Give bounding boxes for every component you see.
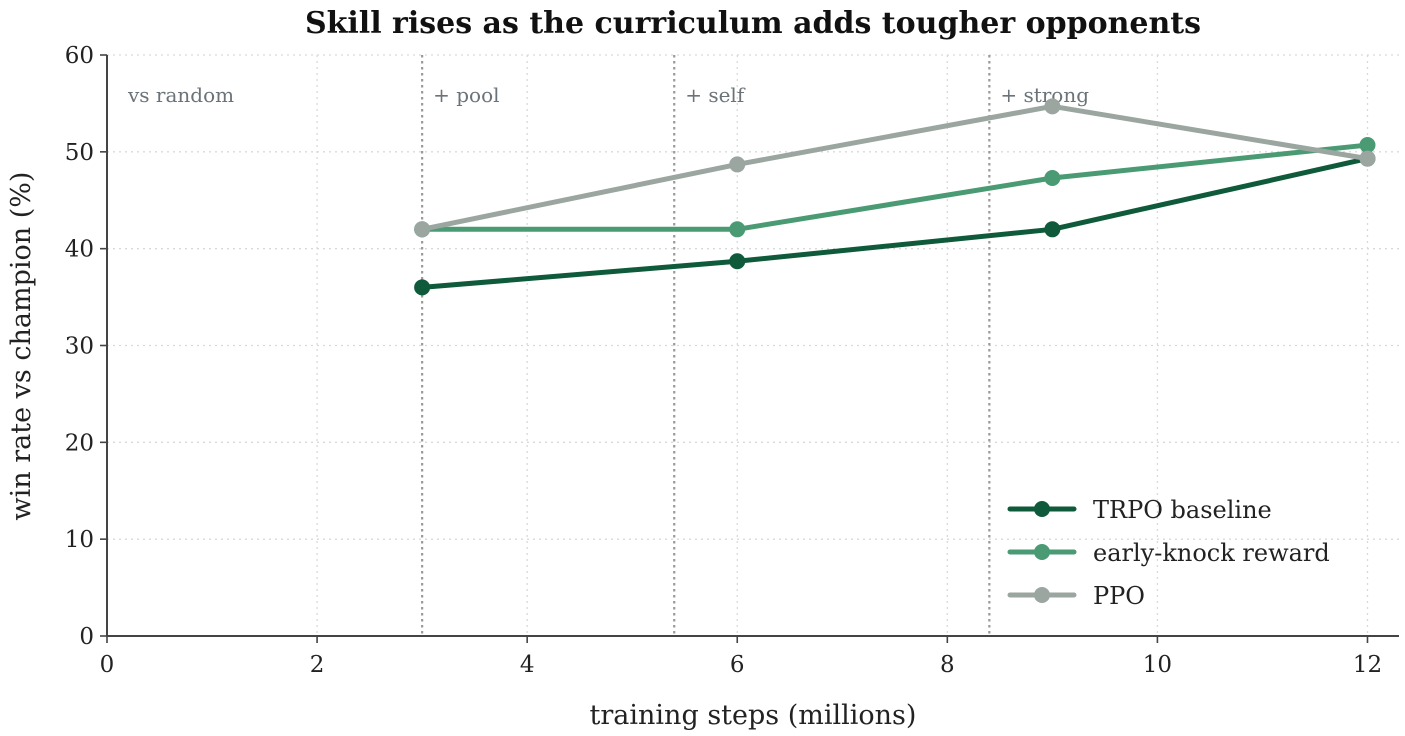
x-tick-label: 8 — [940, 652, 955, 678]
data-point — [1044, 98, 1061, 115]
data-point — [1359, 137, 1376, 154]
legend-swatch-marker — [1034, 544, 1050, 560]
series-line — [419, 142, 1370, 232]
data-point — [414, 221, 431, 238]
legend: TRPO baseline early-knock reward PPO — [1007, 496, 1330, 610]
series-line — [419, 103, 1370, 232]
y-tick-label: 30 — [65, 334, 94, 360]
chart-title: Skill rises as the curriculum adds tough… — [305, 6, 1201, 41]
ticks: 0 2 4 6 8 10 12 0 10 20 30 40 50 60 — [65, 43, 1382, 678]
legend-label: early-knock reward — [1093, 539, 1330, 567]
data-point — [729, 156, 746, 173]
x-tick-label: 12 — [1353, 652, 1382, 678]
legend-label: TRPO baseline — [1093, 496, 1272, 524]
legend-swatch-marker — [1034, 501, 1050, 517]
y-tick-label: 0 — [79, 624, 94, 650]
data-point — [729, 221, 746, 238]
x-tick-label: 6 — [730, 652, 745, 678]
y-tick-label: 10 — [65, 527, 94, 553]
y-tick-label: 40 — [65, 237, 94, 263]
y-axis-label: win rate vs champion (%) — [6, 172, 37, 521]
x-axis-label: training steps (millions) — [590, 700, 917, 731]
x-tick-label: 2 — [310, 652, 325, 678]
legend-swatch-marker — [1034, 587, 1050, 603]
x-tick-label: 4 — [520, 652, 535, 678]
data-point — [1359, 150, 1376, 167]
legend-label: PPO — [1093, 582, 1145, 610]
data-point — [414, 279, 431, 296]
x-tick-label: 10 — [1143, 652, 1172, 678]
phase-markers: vs random + pool + self + strong — [127, 55, 1089, 636]
y-tick-label: 20 — [65, 430, 94, 456]
series-line — [419, 156, 1370, 290]
data-point — [1044, 221, 1061, 238]
data-point — [1044, 169, 1061, 186]
phase-label: + strong — [1000, 83, 1089, 107]
phase-label: + pool — [433, 83, 499, 107]
phase-label: vs random — [127, 83, 234, 107]
x-tick-label: 0 — [100, 652, 115, 678]
y-tick-label: 50 — [65, 140, 94, 166]
series — [414, 98, 1376, 296]
phase-label: + self — [685, 83, 746, 107]
data-point — [729, 253, 746, 270]
y-tick-label: 60 — [65, 43, 94, 69]
